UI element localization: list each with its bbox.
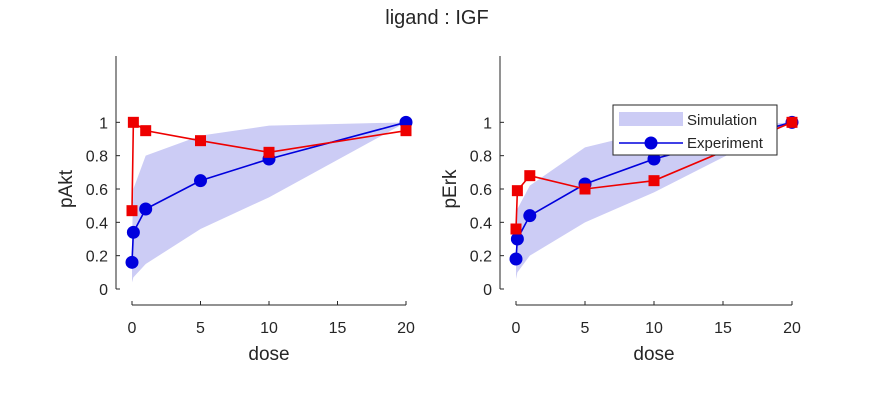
y-tick-label: 1: [483, 115, 492, 132]
x-axis-label: dose: [248, 344, 289, 365]
x-tick-label: 20: [783, 320, 801, 337]
y-tick-label: 0.2: [470, 249, 492, 266]
red-series-point: [263, 146, 275, 158]
x-tick-label: 5: [196, 320, 205, 337]
figure-title: ligand : IGF: [385, 7, 488, 29]
experiment-point: [647, 152, 661, 166]
red-series-point: [127, 116, 139, 128]
x-tick-label: 15: [714, 320, 732, 337]
red-series-point: [511, 185, 523, 197]
experiment-point: [510, 232, 524, 246]
experiment-point: [194, 174, 207, 188]
experiment-point: [523, 209, 537, 223]
experiment-point: [125, 255, 139, 269]
legend-experiment-marker: [644, 136, 658, 150]
legend: Simulation Experiment: [612, 104, 778, 156]
x-tick-label: 10: [260, 320, 278, 337]
red-series-line: [131, 120, 407, 211]
y-tick-label: 0.6: [86, 182, 108, 199]
x-tick-label: 15: [329, 320, 347, 337]
y-tick-label: 0.8: [86, 149, 108, 166]
red-series-point: [648, 175, 660, 187]
y-tick-label: 1: [99, 115, 108, 132]
y-tick-label: 0.6: [470, 182, 492, 199]
red-series-point: [126, 205, 138, 217]
red-series-point: [510, 223, 522, 235]
red-series-point: [786, 116, 798, 128]
x-tick-label: 5: [581, 320, 590, 337]
simulation-band: [516, 122, 792, 279]
x-tick-label: 10: [645, 320, 663, 337]
y-tick-label: 0: [483, 282, 492, 299]
red-series-point: [579, 183, 591, 195]
y-tick-label: 0.2: [86, 249, 108, 266]
y-tick-label: 0.4: [86, 215, 108, 232]
x-tick-label: 0: [128, 320, 137, 337]
red-series-line: [515, 121, 793, 230]
y-axis-label: pAkt: [56, 169, 77, 208]
x-tick-label: 20: [397, 320, 415, 337]
simulation-band: [132, 122, 406, 283]
experiment-point: [126, 225, 140, 239]
y-tick-label: 0.8: [470, 149, 492, 166]
x-axis-label: dose: [633, 344, 674, 365]
x-tick-label: 0: [512, 320, 521, 337]
legend-simulation-label: Simulation: [687, 112, 757, 129]
red-series-point: [140, 125, 152, 137]
red-series-point: [400, 125, 412, 137]
y-tick-label: 0.4: [470, 215, 492, 232]
y-axis-label: pErk: [440, 169, 461, 209]
legend-simulation-swatch: [619, 112, 683, 126]
experiment-point: [139, 202, 153, 216]
red-series-point: [524, 170, 536, 182]
legend-experiment-label: Experiment: [687, 135, 764, 152]
red-series-point: [195, 135, 206, 147]
experiment-point: [509, 252, 523, 266]
y-tick-label: 0: [99, 282, 108, 299]
